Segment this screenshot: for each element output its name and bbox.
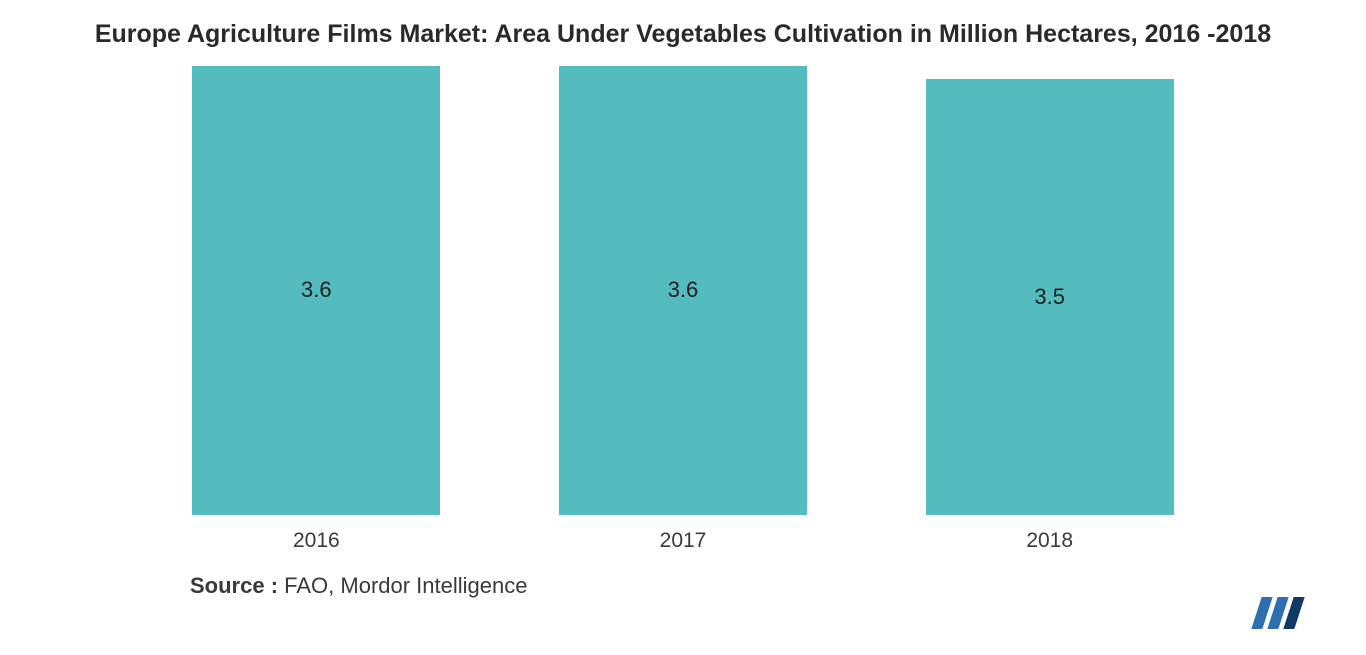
bar-value-label: 3.5 [1034, 284, 1065, 310]
bar-value-label: 3.6 [301, 277, 332, 303]
x-axis-tick: 2017 [500, 529, 867, 553]
bar: 3.5 [926, 79, 1174, 515]
bar: 3.6 [192, 66, 440, 515]
chart-title: Europe Agriculture Films Market: Area Un… [40, 18, 1326, 60]
brand-logo-icon [1249, 593, 1311, 633]
bar-slot: 3.6 [133, 60, 500, 515]
source-label: Source : [190, 573, 278, 598]
plot-area: 3.6 3.6 3.5 [133, 60, 1233, 515]
x-axis: 201620172018 [133, 529, 1233, 553]
bar-slot: 3.6 [500, 60, 867, 515]
x-axis-tick: 2018 [866, 529, 1233, 553]
x-axis-tick: 2016 [133, 529, 500, 553]
bar-value-label: 3.6 [668, 277, 699, 303]
source-line: Source : FAO, Mordor Intelligence [190, 573, 1326, 599]
bar-slot: 3.5 [866, 60, 1233, 515]
bar: 3.6 [559, 66, 807, 515]
source-text: FAO, Mordor Intelligence [278, 573, 527, 598]
chart-container: Europe Agriculture Films Market: Area Un… [0, 0, 1366, 655]
